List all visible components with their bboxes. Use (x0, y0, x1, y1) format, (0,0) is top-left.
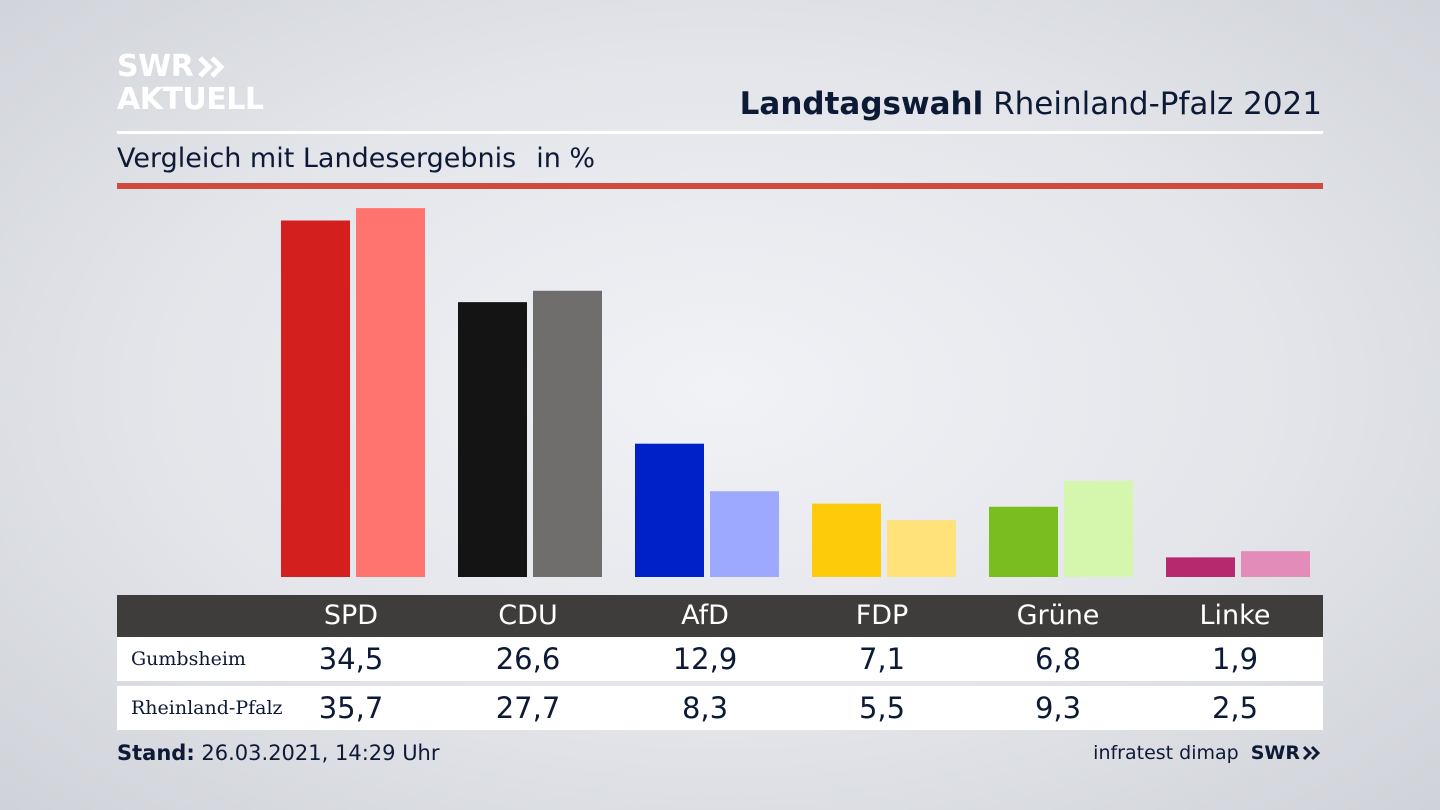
header-gruene: Grüne (1016, 600, 1100, 631)
header-divider (117, 131, 1323, 134)
source-credit: infratest dimap SWR (1093, 742, 1322, 764)
logo-text-bottom: AKTUELL (117, 82, 264, 117)
table-cell: 5,5 (858, 691, 906, 725)
stand-value: 26.03.2021, 14:29 Uhr (201, 741, 440, 765)
logo-text-top: SWR (117, 49, 194, 84)
header-linke: Linke (1199, 600, 1271, 631)
chart-subtitle: Vergleich mit Landesergebnis in % (117, 143, 595, 174)
table-cell: 12,9 (672, 642, 738, 676)
accent-rule (117, 183, 1323, 189)
swr-brand-text: SWR (1250, 742, 1300, 764)
bar-afd-local (635, 443, 704, 577)
table-cell: 34,5 (318, 642, 384, 676)
title-rest: Rheinland-Pfalz 2021 (993, 86, 1322, 122)
table-cell: 26,6 (495, 642, 561, 676)
swr-brand: SWR (1251, 742, 1322, 764)
bar-cdu-local (458, 302, 527, 577)
bar-grne-local (989, 506, 1058, 577)
bar-chart (281, 208, 1310, 577)
bar-linke-state (1241, 551, 1310, 577)
header-afd: AfD (681, 600, 729, 631)
table-cell: 1,9 (1211, 642, 1259, 676)
source-text: infratest dimap (1093, 742, 1239, 764)
swr-aktuell-logo: SWR AKTUELL (117, 52, 264, 115)
bar-spd-local (281, 220, 350, 577)
table-cell: 8,3 (681, 691, 729, 725)
bar-fdp-local (812, 503, 881, 577)
table-cell: 7,1 (858, 642, 906, 676)
table-row: Rheinland-Pfalz 35,7 27,7 8,3 5,5 9,3 2,… (117, 686, 1323, 730)
row-label: Rheinland-Pfalz (131, 697, 283, 719)
table-cell: 6,8 (1034, 642, 1082, 676)
subtitle-unit: in % (536, 143, 596, 174)
table-row: Gumbsheim 34,5 26,6 12,9 7,1 6,8 1,9 (117, 637, 1323, 681)
title-bold: Landtagswahl (739, 86, 984, 122)
table-cell: 2,5 (1211, 691, 1259, 725)
header-fdp: FDP (855, 600, 909, 631)
page-title: Landtagswahl Rheinland-Pfalz 2021 (740, 86, 1322, 122)
bar-fdp-state (887, 520, 956, 577)
table-header-row: SPD CDU AfD FDP Grüne Linke (117, 595, 1323, 637)
double-chevron-icon (197, 55, 227, 79)
table-cell: 9,3 (1034, 691, 1082, 725)
stand-label: Stand: (117, 741, 195, 765)
header-spd: SPD (323, 600, 379, 631)
table-cell: 27,7 (495, 691, 561, 725)
bar-afd-state (710, 491, 779, 577)
timestamp: Stand: 26.03.2021, 14:29 Uhr (117, 741, 440, 765)
bar-linke-local (1166, 557, 1235, 577)
subtitle-text: Vergleich mit Landesergebnis (117, 143, 517, 174)
row-label: Gumbsheim (131, 648, 246, 670)
bar-spd-state (356, 208, 425, 577)
table-cell: 35,7 (318, 691, 384, 725)
bar-cdu-state (533, 290, 602, 577)
double-chevron-icon (1302, 745, 1321, 761)
bar-grne-state (1064, 480, 1133, 577)
results-table: SPD CDU AfD FDP Grüne Linke Gumbsheim 34… (117, 595, 1323, 730)
header-cdu: CDU (498, 600, 558, 631)
